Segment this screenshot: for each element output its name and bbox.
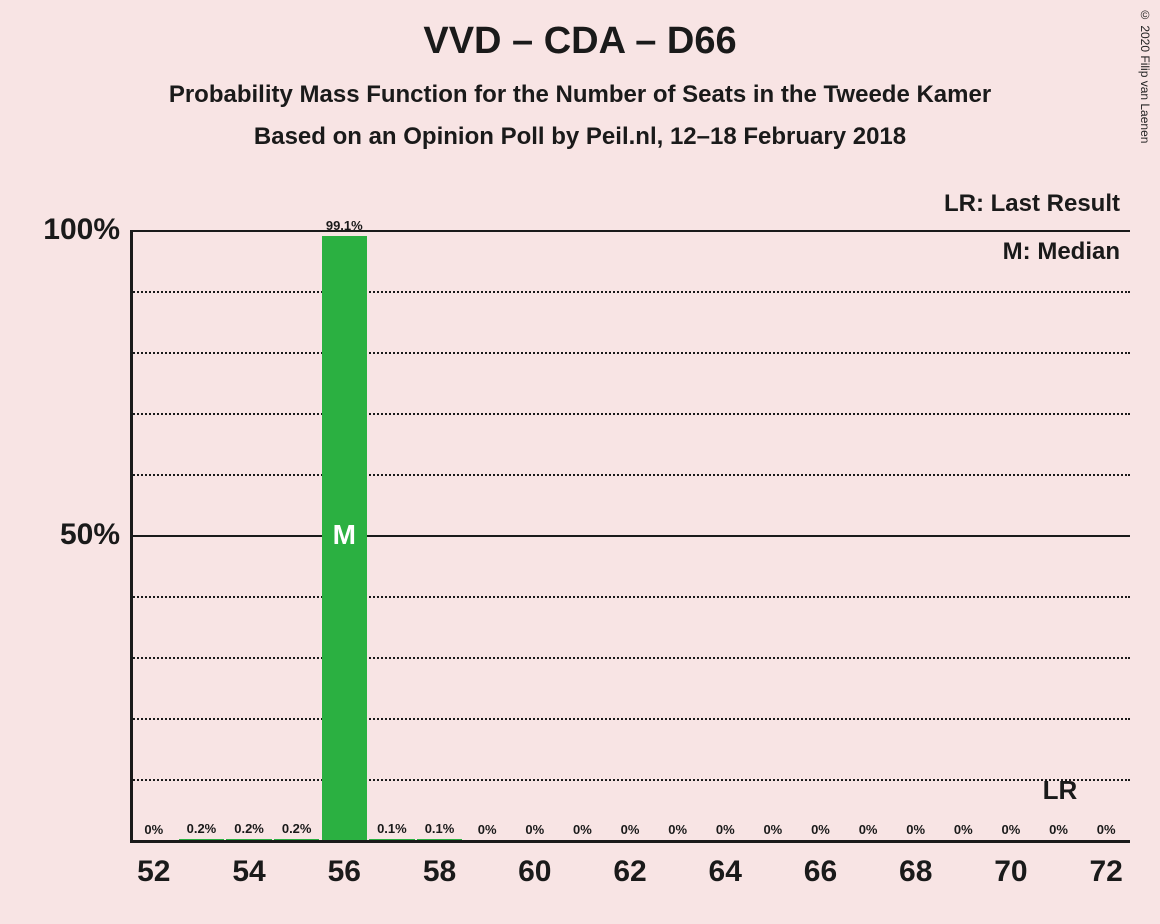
- x-tick-label: 56: [328, 855, 361, 889]
- bar-value-label: 0%: [811, 822, 830, 837]
- grid-line-minor: [130, 413, 1130, 415]
- bar-value-label: 0.1%: [425, 821, 455, 836]
- chart-subtitle-1: Probability Mass Function for the Number…: [0, 63, 1160, 109]
- x-tick-label: 70: [994, 855, 1027, 889]
- grid-line-minor: [130, 718, 1130, 720]
- y-tick-label: 100%: [0, 213, 120, 247]
- legend-median: M: Median: [1003, 238, 1120, 266]
- bar-value-label: 0%: [859, 822, 878, 837]
- bar: [369, 839, 414, 840]
- bar-value-label: 0%: [144, 822, 163, 837]
- x-tick-label: 54: [232, 855, 265, 889]
- bar-value-label: 0.2%: [234, 821, 264, 836]
- grid-line-minor: [130, 596, 1130, 598]
- x-tick-label: 68: [899, 855, 932, 889]
- bar-value-label: 0%: [906, 822, 925, 837]
- grid-line-minor: [130, 291, 1130, 293]
- pmf-bar-chart: LR: Last Result M: Median 50%100%5254565…: [130, 230, 1130, 840]
- median-marker: M: [333, 519, 356, 551]
- bar-value-label: 0%: [668, 822, 687, 837]
- bar-value-label: 0%: [478, 822, 497, 837]
- bar-value-label: 0%: [1097, 822, 1116, 837]
- bar: [274, 839, 319, 840]
- bar-value-label: 0%: [1049, 822, 1068, 837]
- y-tick-label: 50%: [0, 518, 120, 552]
- x-tick-label: 72: [1090, 855, 1123, 889]
- bar-value-label: 0%: [621, 822, 640, 837]
- bar-value-label: 0.1%: [377, 821, 407, 836]
- grid-line-minor: [130, 657, 1130, 659]
- copyright-text: © 2020 Filip van Laenen: [1138, 8, 1152, 143]
- bar-value-label: 0%: [525, 822, 544, 837]
- x-axis: [130, 840, 1130, 843]
- grid-line-minor: [130, 779, 1130, 781]
- legend-last-result: LR: Last Result: [944, 190, 1120, 218]
- chart-title: VVD – CDA – D66: [0, 0, 1160, 63]
- x-tick-label: 62: [613, 855, 646, 889]
- grid-line-minor: [130, 352, 1130, 354]
- bar-value-label: 0.2%: [187, 821, 217, 836]
- x-tick-label: 58: [423, 855, 456, 889]
- bar-value-label: 0%: [763, 822, 782, 837]
- bar: [417, 839, 462, 840]
- bar-value-label: 0%: [1002, 822, 1021, 837]
- grid-line-major: [130, 230, 1130, 232]
- bar-value-label: 0%: [573, 822, 592, 837]
- bar-value-label: 0.2%: [282, 821, 312, 836]
- chart-subtitle-2: Based on an Opinion Poll by Peil.nl, 12–…: [0, 109, 1160, 151]
- x-tick-label: 60: [518, 855, 551, 889]
- grid-line-minor: [130, 474, 1130, 476]
- last-result-marker: LR: [1043, 775, 1078, 806]
- bar-value-label: 0%: [954, 822, 973, 837]
- bar-value-label: 99.1%: [326, 218, 363, 233]
- x-tick-label: 66: [804, 855, 837, 889]
- bar: [179, 839, 224, 840]
- grid-line-major: [130, 535, 1130, 537]
- bar-value-label: 0%: [716, 822, 735, 837]
- bar: [226, 839, 271, 840]
- x-tick-label: 52: [137, 855, 170, 889]
- x-tick-label: 64: [709, 855, 742, 889]
